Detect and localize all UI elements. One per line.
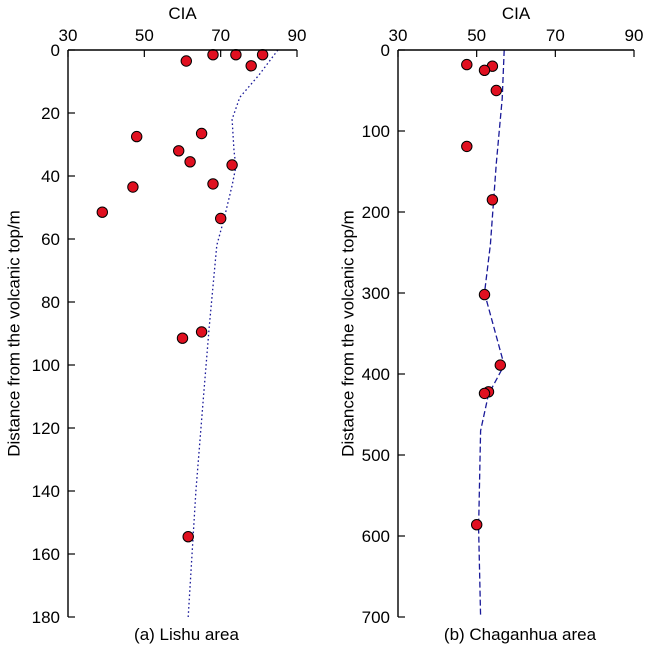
lishu-data-point <box>184 156 196 168</box>
chaganhua-y-tick-label: 400 <box>362 365 390 384</box>
lishu-data-point <box>230 49 242 61</box>
lishu-data-point <box>207 49 219 61</box>
chaganhua-y-tick-label: 600 <box>362 527 390 546</box>
lishu-y-tick-label: 100 <box>32 356 60 375</box>
chaganhua-data-point <box>478 64 491 77</box>
chaganhua-y-tick-label: 300 <box>362 284 390 303</box>
lishu-x-tick-label: 50 <box>135 26 154 45</box>
chaganhua-data-point <box>478 387 491 400</box>
lishu-data-point <box>215 212 227 225</box>
chaganhua-data-point <box>490 84 502 97</box>
chaganhua-y-tick-label: 700 <box>362 608 390 627</box>
panel-lishu: 30 50 70 90 0 20 40 60 80 100 120 140 160 180 CIA Dista… <box>5 4 307 644</box>
lishu-caption: (a) Lishu area <box>134 625 239 644</box>
chaganhua-x-tick-label: 70 <box>546 26 565 45</box>
lishu-x-axis-label: CIA <box>168 4 197 23</box>
chaganhua-data-point <box>471 519 483 531</box>
chaganhua-data-point <box>461 58 473 71</box>
lishu-data-point <box>195 127 208 140</box>
chaganhua-caption: (b) Chaganhua area <box>444 625 597 644</box>
panel-chaganhua: 30 50 70 90 0 100 200 300 400 500 600 700 CIA Distanc… <box>339 4 644 644</box>
chaganhua-x-tick-label: 90 <box>625 26 644 45</box>
lishu-data-point <box>182 531 194 543</box>
chaganhua-y-tick-label: 0 <box>381 41 390 60</box>
chaganhua-data-point <box>486 194 499 206</box>
lishu-data-point <box>226 159 238 171</box>
chaganhua-y-tick-label: 500 <box>362 446 390 465</box>
lishu-data-point <box>180 55 193 67</box>
lishu-y-tick-label: 0 <box>51 41 60 60</box>
lishu-y-tick-label: 180 <box>32 608 60 627</box>
lishu-y-tick-label: 160 <box>32 545 60 564</box>
lishu-y-axis-label: Distance from the volcanic top/m <box>5 210 24 457</box>
lishu-data-point <box>256 49 269 61</box>
chaganhua-data-point <box>461 140 473 153</box>
lishu-x-tick-label: 90 <box>288 26 307 45</box>
lishu-y-tick-label: 140 <box>32 482 60 501</box>
chaganhua-x-axis-label: CIA <box>502 4 531 23</box>
chaganhua-y-tick-label: 200 <box>362 203 390 222</box>
chaganhua-data-point <box>478 288 491 301</box>
lishu-data-point <box>176 332 189 344</box>
lishu-data-point <box>173 145 185 157</box>
chaganhua-x-tick-label: 50 <box>467 26 486 45</box>
lishu-data-point <box>131 130 143 143</box>
lishu-x-tick-label: 70 <box>211 26 230 45</box>
chaganhua-data-point <box>494 359 506 371</box>
chaganhua-y-axis-label: Distance from the volcanic top/m <box>339 210 358 457</box>
chaganhua-trend-line <box>477 49 505 618</box>
lishu-y-tick-label: 80 <box>41 293 60 312</box>
lishu-y-tick-label: 40 <box>41 167 60 186</box>
lishu-data-point <box>195 326 208 338</box>
lishu-x-tick-label: 30 <box>59 26 78 45</box>
chaganhua-y-tick-label: 100 <box>362 122 390 141</box>
lishu-data-point <box>127 181 139 193</box>
lishu-y-tick-label: 20 <box>41 104 60 123</box>
lishu-data-point <box>96 206 109 218</box>
lishu-data-point <box>207 178 219 190</box>
lishu-y-tick-label: 60 <box>41 230 60 249</box>
chaganhua-x-tick-label: 30 <box>389 26 408 45</box>
lishu-data-point <box>245 60 257 72</box>
lishu-y-tick-label: 120 <box>32 419 60 438</box>
